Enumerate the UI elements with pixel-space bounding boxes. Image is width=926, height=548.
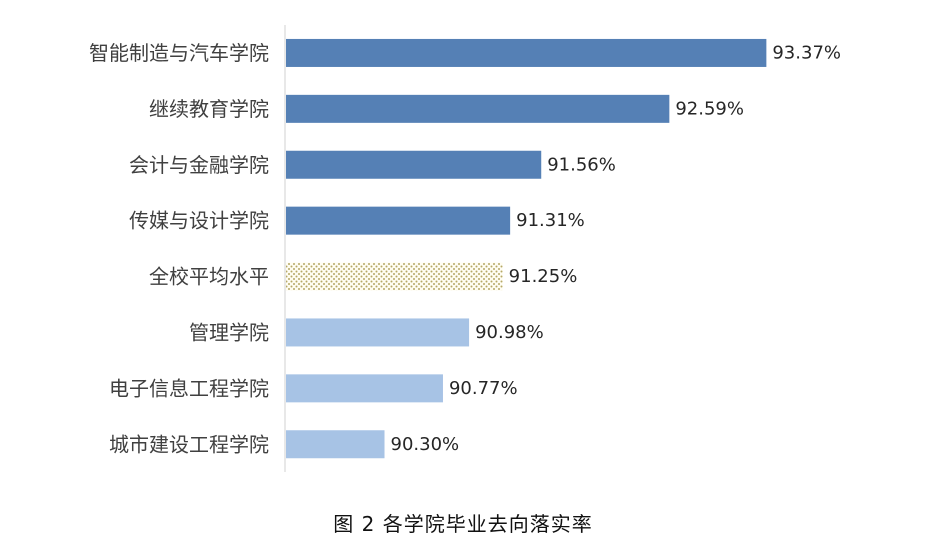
category-label-8: 城市建设工程学院	[109, 432, 269, 456]
category-label-1: 智能制造与汽车学院	[89, 41, 269, 65]
value-label-3: 91.56%	[547, 154, 616, 175]
bar-6	[286, 318, 470, 347]
category-label-3: 会计与金融学院	[129, 153, 269, 177]
value-label-6: 90.98%	[475, 322, 544, 343]
bar-5	[286, 262, 503, 291]
bar-4	[286, 206, 511, 235]
value-label-4: 91.31%	[516, 210, 585, 231]
bar-3	[286, 150, 542, 179]
bar-chart: 智能制造与汽车学院 93.37% 继续教育学院 92.59% 会计与金融学院 91.56%…	[89, 25, 841, 472]
category-label-6: 管理学院	[189, 320, 269, 344]
value-label-5: 91.25%	[509, 266, 578, 287]
value-label-8: 90.30%	[391, 434, 460, 455]
bar-7	[286, 374, 443, 403]
bar-1	[286, 38, 767, 67]
bar-2	[286, 94, 670, 123]
category-label-5: 全校平均水平	[149, 265, 269, 289]
bars-group: 智能制造与汽车学院 93.37% 继续教育学院 92.59% 会计与金融学院 91.56%…	[89, 38, 841, 459]
category-label-7: 电子信息工程学院	[109, 376, 269, 400]
category-label-4: 传媒与设计学院	[129, 209, 269, 233]
figure-caption: 图 2 各学院毕业去向落实率	[333, 512, 593, 536]
bar-8	[286, 430, 385, 459]
value-label-1: 93.37%	[772, 42, 841, 63]
value-label-7: 90.77%	[449, 378, 518, 399]
category-label-2: 继续教育学院	[149, 97, 269, 121]
value-label-2: 92.59%	[675, 98, 744, 119]
